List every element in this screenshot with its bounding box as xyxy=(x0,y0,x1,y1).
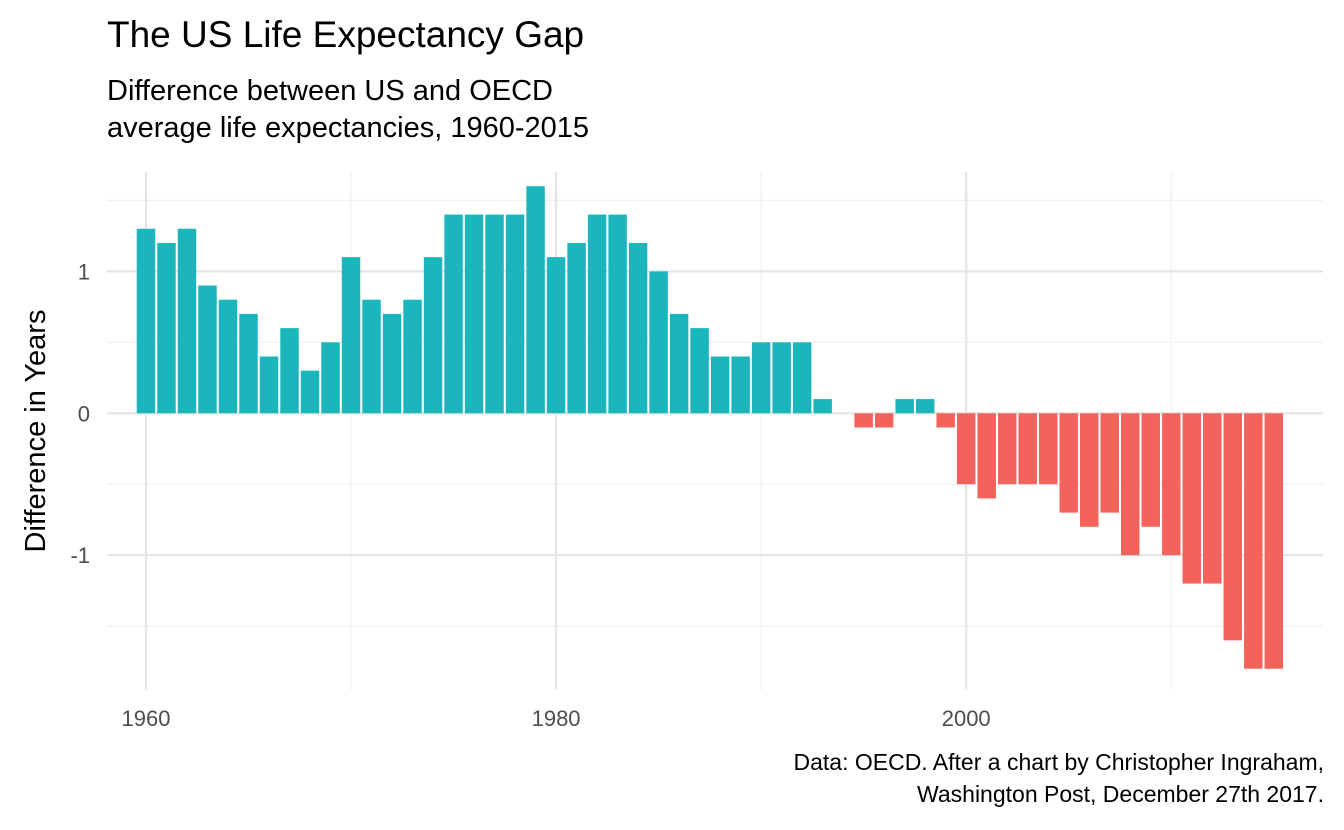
bar-positive xyxy=(403,299,422,414)
bar-negative xyxy=(1264,413,1284,669)
y-tick-label: 1 xyxy=(78,259,90,284)
bar-positive xyxy=(300,370,320,414)
bar-negative xyxy=(956,413,976,485)
bar-negative xyxy=(1162,413,1181,556)
bar-positive xyxy=(546,257,566,414)
bar-positive xyxy=(567,242,586,414)
chart-caption-line: Washington Post, December 27th 2017. xyxy=(917,781,1324,807)
bar-negative xyxy=(997,413,1017,485)
bar-negative xyxy=(936,413,955,428)
bar-negative xyxy=(1244,413,1263,669)
bar-positive xyxy=(669,313,689,414)
bar-negative xyxy=(1141,413,1160,527)
bars xyxy=(136,186,1284,669)
bar-positive xyxy=(177,228,197,414)
bar-positive xyxy=(259,356,279,414)
bar-negative xyxy=(1121,413,1140,556)
bar-positive xyxy=(321,342,340,414)
bar-positive xyxy=(710,356,730,414)
chart-subtitle-line: Difference between US and OECD xyxy=(107,75,553,107)
bar-positive xyxy=(198,285,217,414)
x-axis-tick-labels: 1960 1980 2000 xyxy=(121,706,990,731)
chart-title: The US Life Expectancy Gap xyxy=(107,14,585,55)
bar-negative xyxy=(977,413,996,499)
bar-positive xyxy=(813,399,832,414)
bar-negative xyxy=(1038,413,1058,485)
bar-negative xyxy=(1018,413,1037,485)
bar-negative xyxy=(1182,413,1201,584)
bar-negative xyxy=(1223,413,1243,641)
x-tick-label: 1960 xyxy=(121,706,170,731)
bar-positive xyxy=(751,342,771,414)
bar-positive xyxy=(157,242,176,414)
bar-positive xyxy=(526,186,545,414)
bar-positive xyxy=(649,271,668,414)
bar-positive xyxy=(690,328,709,414)
x-tick-label: 1980 xyxy=(532,706,581,731)
bar-positive xyxy=(239,313,258,414)
bar-positive xyxy=(218,299,238,414)
chart-caption-line: Data: OECD. After a chart by Christopher… xyxy=(793,749,1324,775)
bar-negative xyxy=(874,413,894,428)
bar-positive xyxy=(280,328,299,414)
bar-negative xyxy=(1059,413,1078,513)
bar-positive xyxy=(608,214,627,414)
y-axis-tick-labels: 1 0 -1 xyxy=(70,259,90,568)
bar-positive xyxy=(628,242,648,414)
bar-positive xyxy=(485,214,504,414)
bar-positive xyxy=(895,399,914,414)
bar-positive xyxy=(362,299,381,414)
minor-gridlines xyxy=(107,172,1323,690)
y-tick-label: 0 xyxy=(78,401,90,426)
bar-negative xyxy=(1203,413,1222,584)
bar-positive xyxy=(587,214,607,414)
bar-negative xyxy=(1080,413,1099,527)
bar-negative xyxy=(1100,413,1119,513)
bar-positive xyxy=(341,257,361,414)
bar-positive xyxy=(915,399,935,414)
chart-subtitle: Difference between US and OECD average l… xyxy=(107,73,589,147)
bar-positive xyxy=(136,228,156,414)
chart-caption: Data: OECD. After a chart by Christopher… xyxy=(793,746,1324,810)
bar-negative xyxy=(854,413,873,428)
y-tick-label: -1 xyxy=(70,543,90,568)
x-tick-label: 2000 xyxy=(942,706,991,731)
major-gridlines xyxy=(107,172,1323,690)
bar-positive xyxy=(792,342,812,414)
bar-positive xyxy=(505,214,525,414)
bar-positive xyxy=(382,313,402,414)
y-axis-title: Difference in Years xyxy=(20,310,52,553)
bar-positive xyxy=(731,356,750,414)
chart-subtitle-line: average life expectancies, 1960-2015 xyxy=(107,112,590,144)
bar-positive xyxy=(444,214,463,414)
bar-positive xyxy=(772,342,791,414)
bar-positive xyxy=(423,257,443,414)
bar-positive xyxy=(464,214,484,414)
